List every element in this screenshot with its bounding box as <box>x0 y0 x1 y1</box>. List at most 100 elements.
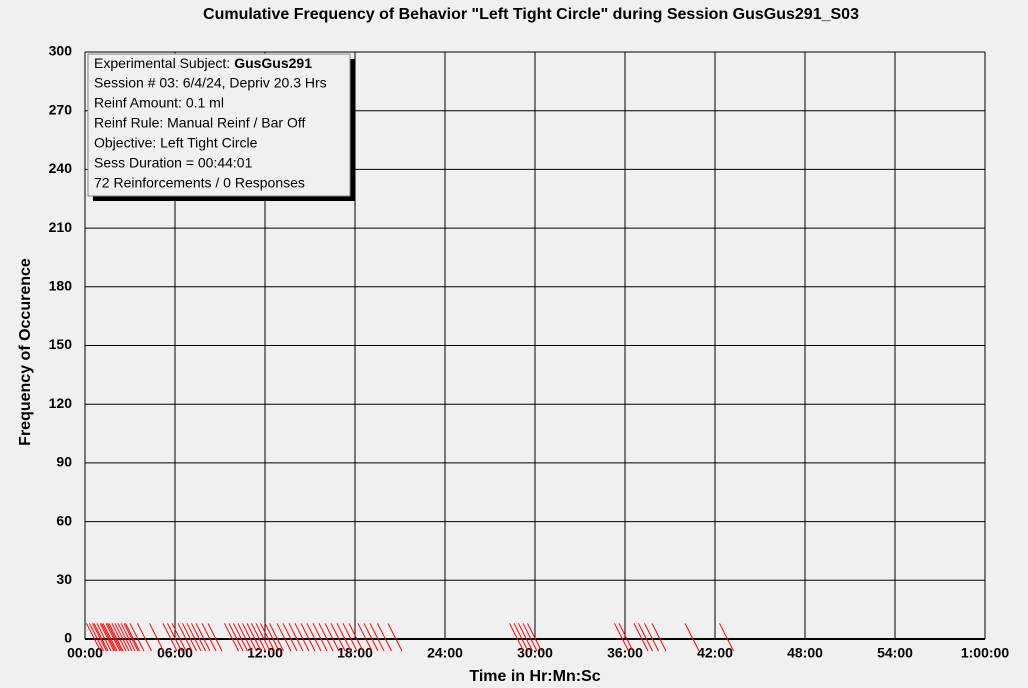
reinforcement-mark <box>201 623 217 652</box>
reinforcement-mark <box>92 623 107 652</box>
info-line: Sess Duration = 00:44:01 <box>94 155 253 171</box>
reinforcement-mark <box>633 623 649 652</box>
reinforcement-mark <box>101 623 116 652</box>
y-tick-label: 30 <box>56 571 72 587</box>
info-line: Reinf Rule: Manual Reinf / Bar Off <box>94 115 306 131</box>
reinforcement-mark <box>125 623 140 652</box>
x-tick-label: 06:00 <box>157 645 193 661</box>
reinforcement-mark <box>93 623 109 652</box>
y-tick-label: 270 <box>49 101 73 117</box>
reinforcement-mark <box>336 623 352 652</box>
reinforcement-mark <box>644 623 659 652</box>
reinforcement-mark <box>282 623 298 652</box>
reinforcement-mark <box>269 623 284 652</box>
info-subject: GusGus291 <box>234 55 312 71</box>
info-line: Objective: Left Tight Circle <box>94 135 258 151</box>
reinforcement-mark <box>137 623 152 652</box>
reinforcement-mark <box>618 623 634 652</box>
reinforcement-mark <box>89 623 104 652</box>
info-line: 72 Reinforcements / 0 Responses <box>94 175 305 191</box>
reinforcement-mark <box>105 623 121 652</box>
x-tick-label: 18:00 <box>337 645 373 661</box>
reinforcement-mark <box>324 623 340 652</box>
y-tick-label: 60 <box>56 512 72 528</box>
reinforcement-mark <box>651 623 667 652</box>
x-tick-label: 00:00 <box>67 645 103 661</box>
x-tick-label: 12:00 <box>247 645 283 661</box>
reinforcement-mark <box>102 623 118 652</box>
reinforcement-mark <box>318 623 334 652</box>
reinforcement-mark <box>330 623 346 652</box>
reinforcement-mark <box>111 623 127 652</box>
reinforcement-mark <box>513 623 529 652</box>
reinforcement-mark <box>149 623 164 652</box>
info-line: Experimental Subject: GusGus291 <box>94 55 312 71</box>
reinforcement-mark <box>195 623 211 652</box>
x-tick-label: 1:00:00 <box>961 645 1009 661</box>
reinforcement-mark <box>614 623 629 652</box>
reinforcement-mark <box>312 623 328 652</box>
reinforcement-mark <box>162 623 178 652</box>
reinforcement-mark <box>522 623 538 652</box>
y-tick-label: 240 <box>49 160 73 176</box>
reinforcement-mark <box>233 623 248 652</box>
reinforcement-mark <box>255 623 271 652</box>
info-box <box>87 53 351 197</box>
reinforcement-mark <box>264 623 280 652</box>
info-label: Experimental Subject: <box>94 55 230 71</box>
reinforcement-mark <box>246 623 262 652</box>
reinforcement-mark <box>237 623 253 652</box>
info-line: Reinf Amount: 0.1 ml <box>94 95 224 111</box>
reinforcement-mark <box>224 623 239 652</box>
reinforcement-mark <box>276 623 292 652</box>
reinforcement-mark <box>182 623 197 652</box>
reinforcement-mark <box>288 623 304 652</box>
chart-title: Cumulative Frequency of Behavior "Left T… <box>203 6 859 23</box>
reinforcement-mark <box>342 623 358 652</box>
reinforcement-mark <box>719 623 734 652</box>
reinforcement-mark <box>363 623 379 652</box>
y-axis-label: Frequency of Occurence <box>17 258 34 446</box>
y-tick-label: 300 <box>49 43 73 59</box>
x-axis-label: Time in Hr:Mn:Sc <box>469 668 600 685</box>
reinforcement-mark <box>123 623 139 652</box>
reinforcement-mark <box>306 623 322 652</box>
reinforcement-mark <box>186 623 202 652</box>
reinforcement-mark <box>294 623 310 652</box>
y-tick-label: 90 <box>56 454 72 470</box>
reinforcement-mark <box>114 623 130 652</box>
reinforcement-mark <box>117 623 133 652</box>
reinforcement-mark <box>171 623 187 652</box>
reinforcement-mark <box>242 623 257 652</box>
reinforcement-mark <box>191 623 206 652</box>
y-tick-label: 120 <box>49 395 73 411</box>
reinforcement-mark <box>167 623 182 652</box>
y-tick-label: 210 <box>49 219 73 235</box>
reinforcement-mark <box>387 623 403 652</box>
x-tick-label: 48:00 <box>787 645 823 661</box>
reinforcement-mark <box>638 623 653 652</box>
reinforcement-mark <box>207 623 223 652</box>
reinforcement-mark <box>369 623 385 652</box>
reinforcement-mark <box>300 623 316 652</box>
x-tick-label: 42:00 <box>697 645 733 661</box>
reinforcement-mark <box>260 623 275 652</box>
y-tick-label: 180 <box>49 278 73 294</box>
reinforcement-mark <box>108 623 124 652</box>
reinforcement-mark <box>684 623 700 652</box>
reinforcement-mark <box>357 623 373 652</box>
reinforcement-mark <box>99 623 115 652</box>
reinforcement-mark <box>228 623 244 652</box>
reinforcement-mark <box>129 623 145 652</box>
y-tick-label: 150 <box>49 336 73 352</box>
reinforcement-mark <box>527 623 542 652</box>
reinforcement-mark <box>518 623 533 652</box>
reinforcement-mark <box>177 623 193 652</box>
x-tick-label: 36:00 <box>607 645 643 661</box>
reinforcement-mark <box>86 623 101 652</box>
reinforcement-mark <box>377 623 392 652</box>
x-tick-label: 24:00 <box>427 645 463 661</box>
x-tick-label: 30:00 <box>517 645 553 661</box>
reinforcement-mark <box>120 623 136 652</box>
